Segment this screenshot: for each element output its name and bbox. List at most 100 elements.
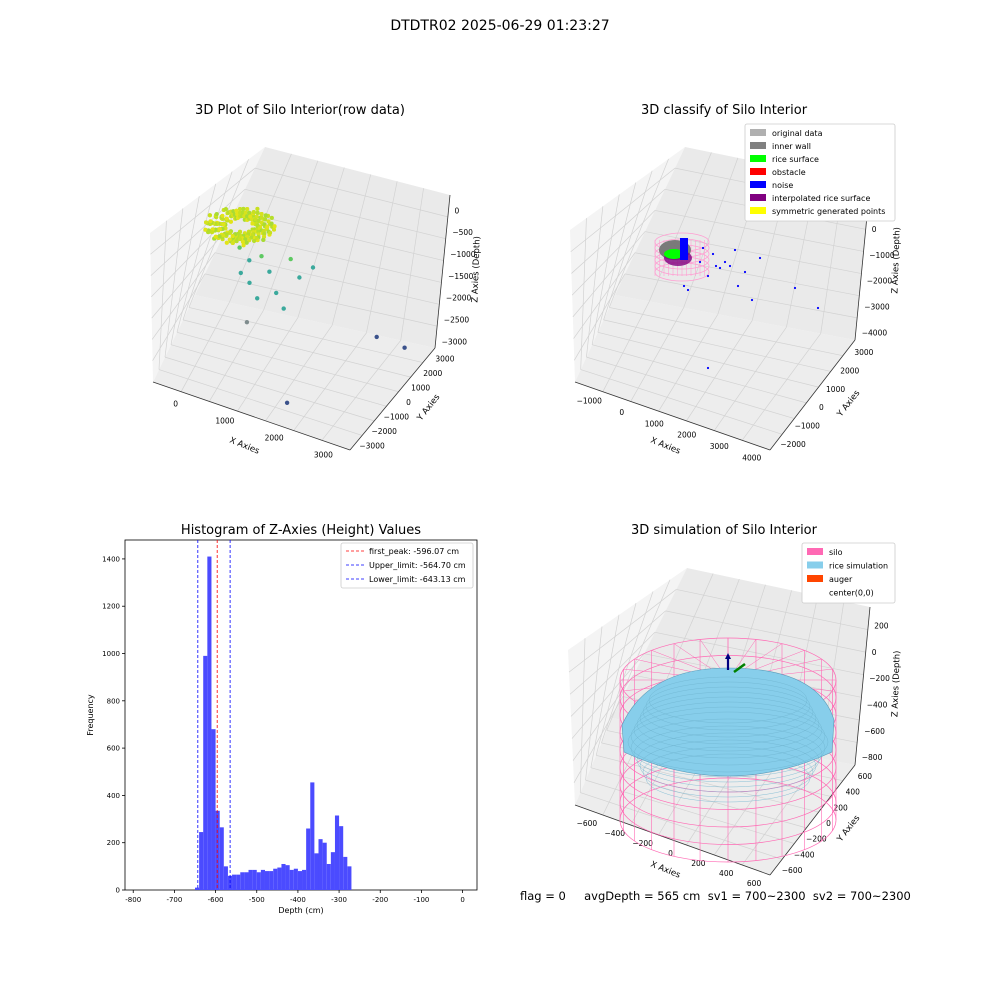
- plot2-y-tick-label: 3000: [854, 348, 873, 357]
- plot2-noise-point: [686, 288, 690, 292]
- plot2-legend-label: obstacle: [772, 168, 806, 177]
- plot1-x-tick-label: 0: [173, 400, 178, 409]
- plot2-grid-line: [580, 218, 587, 370]
- plot1-data-point: [245, 207, 250, 211]
- plot3-histogram: [122, 539, 478, 893]
- plot4-rice-mesh-line: [636, 732, 820, 788]
- plot1-grid-line: [244, 188, 446, 240]
- plot4-grid-line: [585, 626, 603, 781]
- plot1-data-point: [220, 213, 225, 218]
- plot2-grid-line: [573, 273, 626, 361]
- plot1-data-point: [374, 334, 379, 340]
- plot1-data-point: [230, 234, 235, 239]
- plot2-noise-point: [701, 246, 705, 250]
- plot3-bar: [219, 827, 224, 890]
- plot2-grid-line: [580, 369, 783, 435]
- plot1-data-point: [234, 208, 239, 213]
- plot3-bar: [273, 868, 278, 890]
- plot1-data-point: [247, 258, 252, 263]
- plot4-grid-line: [590, 767, 807, 829]
- plot1-data-point: [256, 218, 261, 223]
- plot1-data-point: [259, 220, 264, 225]
- plot4-rice-mesh-line: [630, 706, 826, 766]
- plot4-grid-line: [676, 589, 868, 630]
- plot4-x-tick-label: 200: [691, 859, 706, 868]
- plot3-bar: [244, 872, 249, 890]
- plot4-z-tick-label: 0: [872, 648, 877, 657]
- plot4-grid-line: [570, 632, 656, 717]
- plot1-grid-line: [170, 344, 387, 407]
- plot1-grid-line: [234, 210, 444, 261]
- plot1-x-axis-label: X Axies: [228, 436, 261, 457]
- plot2-z-tick-label: 0: [872, 225, 877, 234]
- plot2-noise-point: [711, 252, 715, 256]
- plot1-y-tick-label: −3000: [359, 442, 385, 451]
- plot1-data-point: [262, 222, 267, 227]
- status-footer: flag = 0 avgDepth = 565 cm sv1 = 700~230…: [520, 889, 911, 903]
- plot1-grid-line: [263, 160, 319, 311]
- plot3-bar: [334, 815, 340, 890]
- plot1-z-tick-label: −2500: [444, 316, 470, 325]
- plot3-y-tick-label: 200: [107, 839, 120, 847]
- plot1-z-tick-label: −2000: [446, 294, 472, 303]
- plot4-legend-label: center(0,0): [829, 589, 874, 598]
- plot2-y-tick-label: 0: [819, 403, 824, 412]
- plot1-data-point: [223, 207, 228, 212]
- plot4-title: 3D simulation of Silo Interior: [631, 523, 817, 538]
- plot3-legend-label: Lower_limit: -643.13 cm: [369, 575, 466, 584]
- plot4-rice-mesh-line: [645, 753, 811, 803]
- plot4-left-pane: [568, 568, 687, 805]
- plot4-rice-mesh-line: [639, 691, 817, 745]
- plot1-y-tick-label: 3000: [435, 354, 454, 363]
- plot1-data-point: [268, 230, 273, 235]
- plot2-noise-point: [706, 274, 710, 278]
- plot1-grid-line: [158, 369, 363, 436]
- plot3-title: Histogram of Z-Axies (Height) Values: [180, 523, 422, 538]
- plot3-y-tick-label: 1200: [102, 603, 120, 611]
- plot2-grid-line: [591, 194, 620, 345]
- plot1-data-point: [288, 256, 293, 262]
- plot3-legend-label: Upper_limit: -564.70 cm: [369, 561, 466, 570]
- plot1-data-point: [206, 230, 211, 235]
- plot1-data-point: [217, 234, 222, 239]
- plot2-grid-line: [573, 252, 636, 339]
- plot1-grid-line: [400, 188, 424, 341]
- plot1-y-tick-label: 0: [406, 398, 411, 407]
- plot2-rice-surface: [664, 249, 684, 259]
- plot2-grid-line: [597, 331, 819, 388]
- plot4-grid-line: [606, 579, 671, 731]
- plot2-noise-point: [793, 286, 797, 290]
- plot4-rice-mesh-line: [636, 696, 820, 752]
- plot2-noise-point: [816, 306, 820, 310]
- plot2-y-axis-line: [769, 339, 856, 451]
- plot1-data-point: [243, 210, 248, 215]
- plot1-z-tick-label: −1500: [448, 272, 474, 281]
- plot1-data-point: [267, 269, 272, 274]
- plot1-data-point: [284, 400, 290, 405]
- plot1-data-point: [227, 237, 232, 242]
- plot4-legend-label: auger: [829, 575, 853, 584]
- plot3-y-axis-label: Frequency: [86, 694, 95, 736]
- plot3-bar: [326, 863, 331, 890]
- plot2-y-tick-label: 2000: [840, 367, 859, 376]
- plot4-legend-swatch: [807, 548, 823, 555]
- plot2-x-tick-label: 0: [619, 408, 624, 417]
- plot2-axes-box: [570, 147, 871, 451]
- plot4-legend-swatch: [807, 575, 823, 582]
- plot1-y-tick-label: 2000: [423, 369, 442, 378]
- plot3-y-tick-label: 1400: [102, 555, 120, 563]
- plot4-z-axis-label: Z Axies (Depth): [890, 650, 902, 717]
- plot4-y-tick-label: 0: [826, 819, 831, 828]
- plot4-y-tick-label: 400: [846, 788, 861, 797]
- plot3-x-tick-label: -600: [208, 896, 224, 904]
- plot1-axes-box: [150, 147, 451, 451]
- plot1-data-point: [230, 241, 235, 245]
- plot3-bar: [289, 869, 294, 890]
- plot1-grid-line: [366, 181, 398, 333]
- plot1-z-tick-label: −1000: [450, 250, 476, 259]
- plot2-legend-label: original data: [772, 129, 823, 138]
- plot4-x-tick-label: −200: [632, 839, 653, 848]
- plot4-z-tick-label: −600: [864, 727, 885, 736]
- plot3-x-tick-label: -200: [372, 896, 388, 904]
